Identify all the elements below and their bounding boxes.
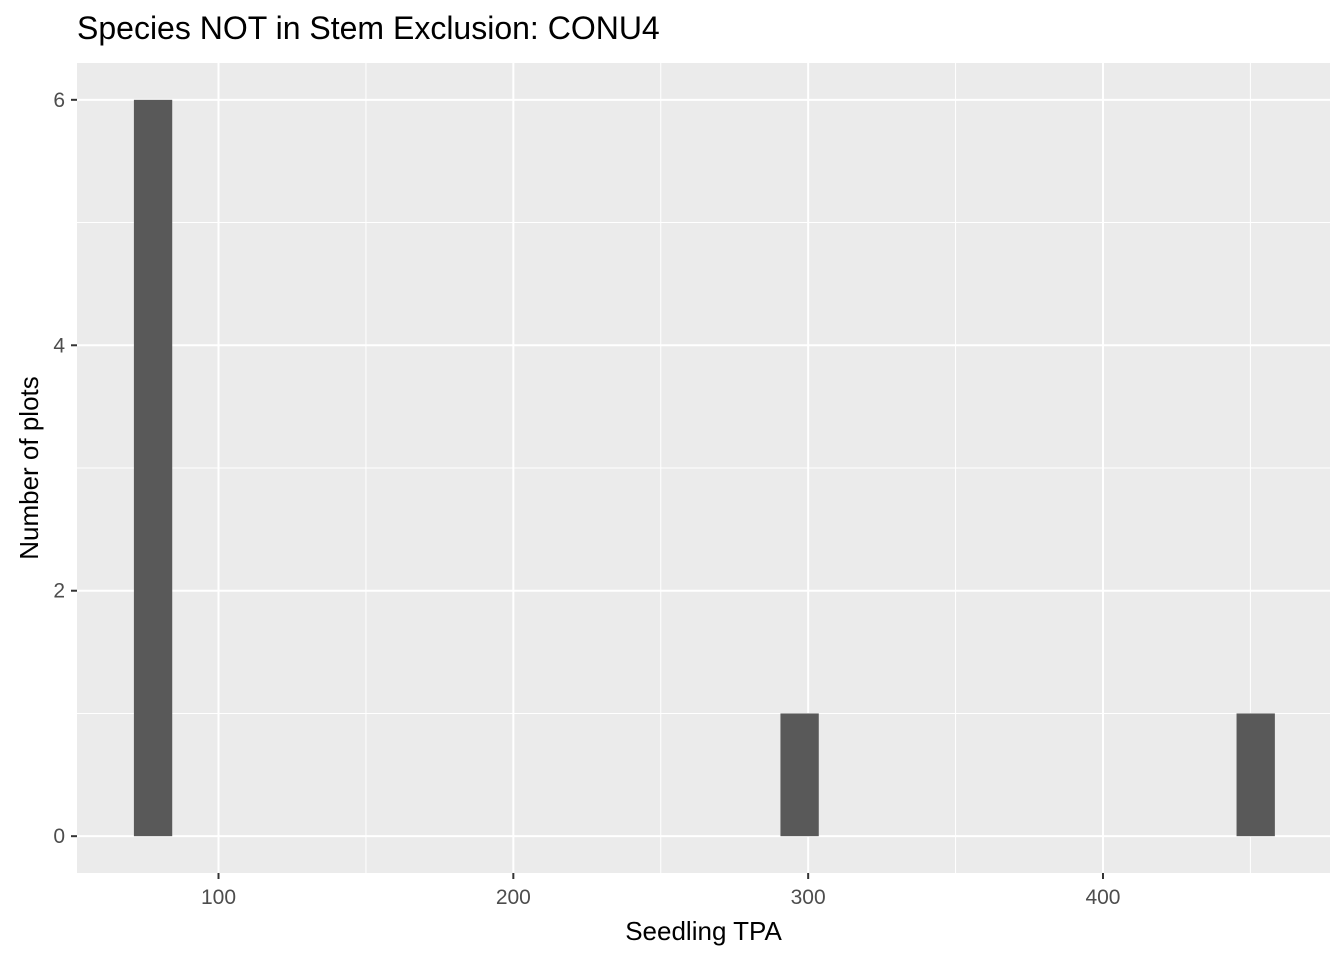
x-axis: 100 200 300 400 xyxy=(201,873,1121,909)
histogram-bar xyxy=(780,713,819,837)
y-tick-label: 0 xyxy=(53,825,65,848)
major-gridlines xyxy=(77,63,1330,873)
y-tick-label: 2 xyxy=(53,580,65,603)
histogram-bar xyxy=(1236,713,1275,837)
y-tick-label: 6 xyxy=(53,89,65,112)
histogram-bars xyxy=(133,99,1275,837)
histogram-bar xyxy=(133,99,173,837)
chart-title: Species NOT in Stem Exclusion: CONU4 xyxy=(77,10,660,46)
x-tick-label: 300 xyxy=(791,886,826,909)
y-axis-title: Number of plots xyxy=(14,376,44,560)
y-tick-label: 4 xyxy=(53,334,65,357)
x-tick-label: 200 xyxy=(496,886,531,909)
y-axis: 0 2 4 6 xyxy=(53,89,77,848)
x-axis-title: Seedling TPA xyxy=(625,916,782,946)
x-tick-label: 400 xyxy=(1085,886,1120,909)
x-tick-label: 100 xyxy=(201,886,236,909)
